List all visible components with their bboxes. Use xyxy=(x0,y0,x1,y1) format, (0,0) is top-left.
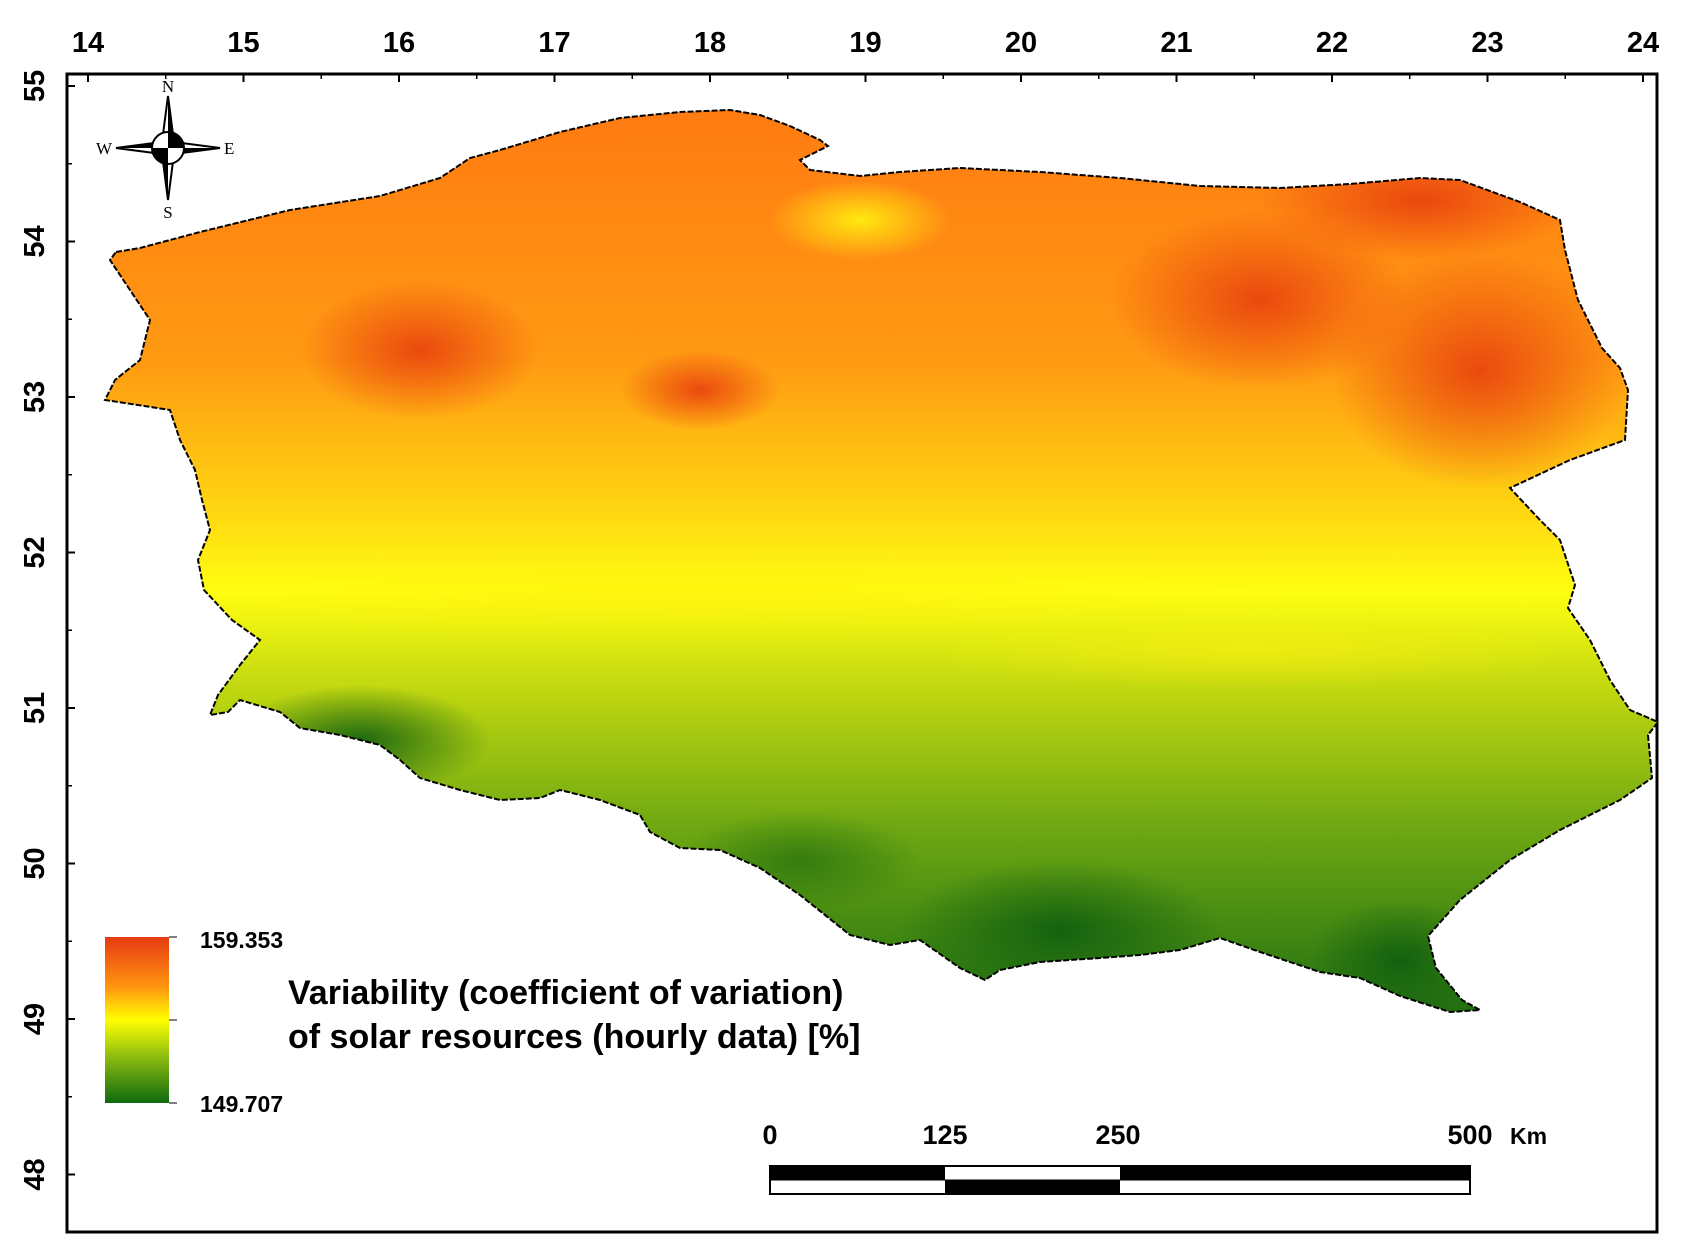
latitude-tick-label: 53 xyxy=(19,381,51,413)
legend-max-label: 159.353 xyxy=(200,927,283,953)
latitude-tick-label: 54 xyxy=(19,225,51,257)
longitude-tick-label: 17 xyxy=(538,27,570,59)
compass-west: W xyxy=(96,139,113,158)
latitude-tick-label: 49 xyxy=(19,1003,51,1035)
latitude-tick-label: 51 xyxy=(19,692,51,724)
longitude-tick-label: 20 xyxy=(1005,27,1037,59)
legend-title-line1: Variability (coefficient of variation) xyxy=(288,974,843,1012)
longitude-tick-label: 24 xyxy=(1627,27,1659,59)
map-frame xyxy=(65,72,1659,1234)
scale-label-0: 0 xyxy=(762,1120,777,1150)
longitude-tick-label: 22 xyxy=(1316,27,1348,59)
latitude-tick-label: 50 xyxy=(19,847,51,879)
scale-label-125: 125 xyxy=(922,1120,967,1150)
compass-south: S xyxy=(163,203,172,222)
scale-bar: 0 125 250 500 Km xyxy=(762,1120,1547,1195)
scale-label-250: 250 xyxy=(1095,1120,1140,1150)
variability-surface xyxy=(105,110,1658,1012)
longitude-tick-label: 18 xyxy=(694,27,726,59)
longitude-tick-label: 21 xyxy=(1160,27,1192,59)
scale-label-500: 500 xyxy=(1447,1120,1492,1150)
legend-min-label: 149.707 xyxy=(200,1091,283,1117)
latitude-axis: 55 54 53 52 51 50 49 48 xyxy=(19,70,75,1191)
compass-north: N xyxy=(162,77,174,96)
scale-unit: Km xyxy=(1510,1123,1547,1149)
latitude-tick-label: 52 xyxy=(19,536,51,568)
longitude-axis: 14 15 16 17 18 19 20 21 22 23 24 xyxy=(72,27,1659,82)
legend: 159.353 149.707 Variability (coefficient… xyxy=(105,927,860,1117)
longitude-tick-label: 15 xyxy=(227,27,259,59)
longitude-tick-label: 16 xyxy=(383,27,415,59)
legend-color-ramp xyxy=(105,937,169,1103)
longitude-tick-label: 14 xyxy=(72,27,104,59)
longitude-tick-label: 19 xyxy=(849,27,881,59)
legend-title-line2: of solar resources (hourly data) [%] xyxy=(288,1018,860,1056)
latitude-tick-label: 48 xyxy=(19,1158,51,1190)
latitude-tick-label: 55 xyxy=(19,70,51,102)
poland-border xyxy=(103,108,1660,1014)
compass-east: E xyxy=(224,139,234,158)
compass-rose: N S E W xyxy=(96,77,234,222)
longitude-tick-label: 23 xyxy=(1471,27,1503,59)
